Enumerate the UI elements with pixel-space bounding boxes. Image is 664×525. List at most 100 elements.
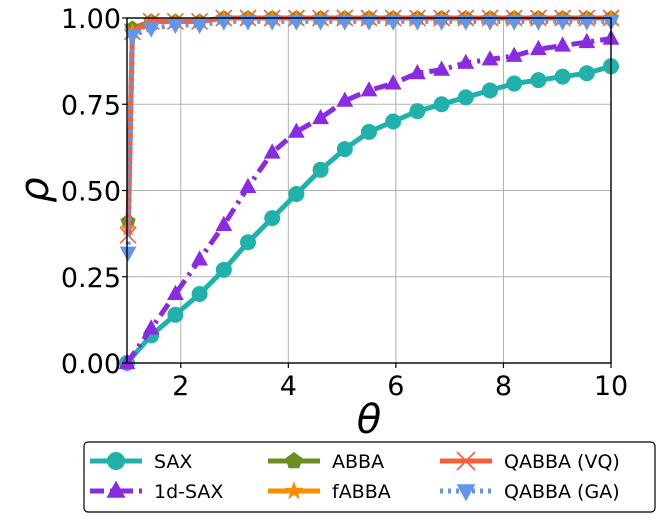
legend-swatch-marker bbox=[284, 481, 304, 499]
y-tick-label: 1.00 bbox=[61, 4, 121, 35]
1d-sax-point bbox=[239, 177, 257, 193]
1d-sax-point bbox=[142, 319, 160, 335]
qabba-ga-point bbox=[288, 15, 305, 31]
1d-sax-point bbox=[191, 250, 208, 266]
x-tick-label: 8 bbox=[495, 371, 512, 402]
sax-point bbox=[191, 286, 208, 302]
grid-layer bbox=[127, 17, 612, 364]
sax-point bbox=[457, 89, 474, 106]
legend-item-qabba-vq: QABBA (VQ) bbox=[440, 451, 620, 473]
qabba-ga-point bbox=[554, 15, 571, 31]
legend-swatch-marker bbox=[456, 484, 476, 502]
y-tick-label: 0.50 bbox=[61, 177, 121, 208]
y-axis-label: ρ bbox=[12, 177, 58, 202]
1d-sax-point bbox=[578, 32, 596, 49]
sax-point bbox=[240, 234, 256, 251]
legend-item-1d-sax: 1d-SAX bbox=[90, 480, 223, 503]
x-tick-label: 10 bbox=[594, 371, 628, 402]
qabba-ga-point bbox=[263, 15, 281, 31]
legend-swatch-marker bbox=[456, 451, 476, 471]
qabba-ga-point bbox=[312, 15, 329, 31]
series-abba bbox=[120, 10, 619, 228]
qabba-ga-point bbox=[360, 15, 378, 31]
1d-sax-point bbox=[384, 74, 402, 90]
legend-item-fabba: fABBA bbox=[268, 481, 391, 503]
sax-line bbox=[125, 63, 612, 365]
sax-point bbox=[361, 123, 377, 140]
sax-point bbox=[215, 261, 232, 278]
qabba-ga-line bbox=[125, 18, 611, 253]
legend-items: SAX 1d-SAX ABBA fABBA QABBA (VQ) QABBA (GA) bbox=[90, 451, 620, 503]
legend-item-abba: ABBA bbox=[268, 451, 384, 473]
legend-label: QABBA (VQ) bbox=[504, 451, 620, 473]
legend: SAX 1d-SAX ABBA fABBA QABBA (VQ) QABBA (GA) bbox=[83, 441, 656, 513]
sax-point bbox=[336, 141, 353, 158]
legend-swatch-marker bbox=[107, 452, 125, 470]
qabba-ga-point bbox=[578, 15, 596, 31]
sax-point bbox=[506, 75, 523, 92]
qabba-ga-point bbox=[191, 18, 208, 35]
1d-sax-point bbox=[336, 91, 354, 107]
x-tick-label: 6 bbox=[387, 371, 404, 402]
series-1d-sax bbox=[118, 29, 620, 369]
legend-label: SAX bbox=[154, 451, 192, 473]
qabba-ga-point bbox=[124, 29, 141, 45]
x-tick-label: 4 bbox=[280, 371, 297, 402]
1d-sax-point bbox=[554, 36, 571, 52]
legend-item-qabba-ga: QABBA (GA) bbox=[440, 481, 620, 503]
series-sax bbox=[119, 58, 619, 371]
y-tick-label: 0.75 bbox=[61, 90, 121, 121]
qabba-ga-point bbox=[433, 15, 450, 31]
sax-point bbox=[264, 210, 281, 227]
sax-point bbox=[578, 65, 595, 82]
qabba-ga-point bbox=[409, 15, 426, 31]
sax-point bbox=[554, 68, 571, 85]
qabba-ga-point bbox=[119, 246, 137, 262]
y-tick-label: 0.25 bbox=[61, 263, 121, 294]
legend-label: 1d-SAX bbox=[154, 481, 223, 503]
sax-point bbox=[385, 113, 402, 130]
1d-sax-point bbox=[312, 108, 329, 125]
1d-sax-point bbox=[409, 64, 426, 80]
1d-sax-point bbox=[505, 46, 523, 62]
qabba-ga-point bbox=[457, 15, 475, 31]
qabba-ga-point bbox=[215, 15, 233, 31]
1d-sax-point bbox=[167, 284, 184, 300]
series-fabba bbox=[119, 9, 620, 236]
legend-swatch-marker bbox=[285, 452, 303, 469]
qabba-ga-point bbox=[336, 15, 354, 31]
legend-label: ABBA bbox=[332, 451, 384, 473]
qabba-ga-point bbox=[481, 15, 499, 31]
1d-sax-point bbox=[433, 60, 450, 76]
qabba-ga-point bbox=[384, 15, 402, 31]
1d-sax-point bbox=[263, 143, 281, 159]
x-axis-label: θ bbox=[357, 397, 381, 443]
legend-frame bbox=[83, 441, 656, 513]
1d-sax-point bbox=[457, 53, 475, 69]
1d-sax-point bbox=[481, 50, 499, 66]
qabba-ga-point bbox=[142, 22, 160, 38]
x-tick-label: 2 bbox=[172, 371, 189, 402]
legend-swatch-marker bbox=[106, 480, 126, 498]
sax-point bbox=[312, 161, 329, 178]
sax-point bbox=[167, 306, 184, 323]
sax-point bbox=[482, 82, 498, 99]
sax-point bbox=[433, 96, 450, 113]
1d-sax-point bbox=[530, 39, 547, 56]
sax-point bbox=[530, 72, 547, 89]
1d-sax-point bbox=[360, 81, 378, 97]
legend-item-sax: SAX bbox=[90, 451, 192, 473]
series-qabba-ga bbox=[119, 15, 620, 262]
tick-layer: 2 4 6 8 10 0.00 0.25 0.50 0.75 1.00 bbox=[61, 4, 628, 402]
sax-point bbox=[409, 103, 426, 120]
qabba-ga-point bbox=[530, 15, 547, 31]
sax-point bbox=[288, 185, 305, 202]
1d-sax-point bbox=[215, 215, 233, 231]
qabba-ga-point bbox=[167, 18, 184, 35]
y-tick-label: 0.00 bbox=[61, 349, 121, 380]
qabba-ga-point bbox=[505, 15, 523, 31]
legend-label: fABBA bbox=[332, 481, 391, 503]
legend-label: QABBA (GA) bbox=[504, 481, 620, 503]
